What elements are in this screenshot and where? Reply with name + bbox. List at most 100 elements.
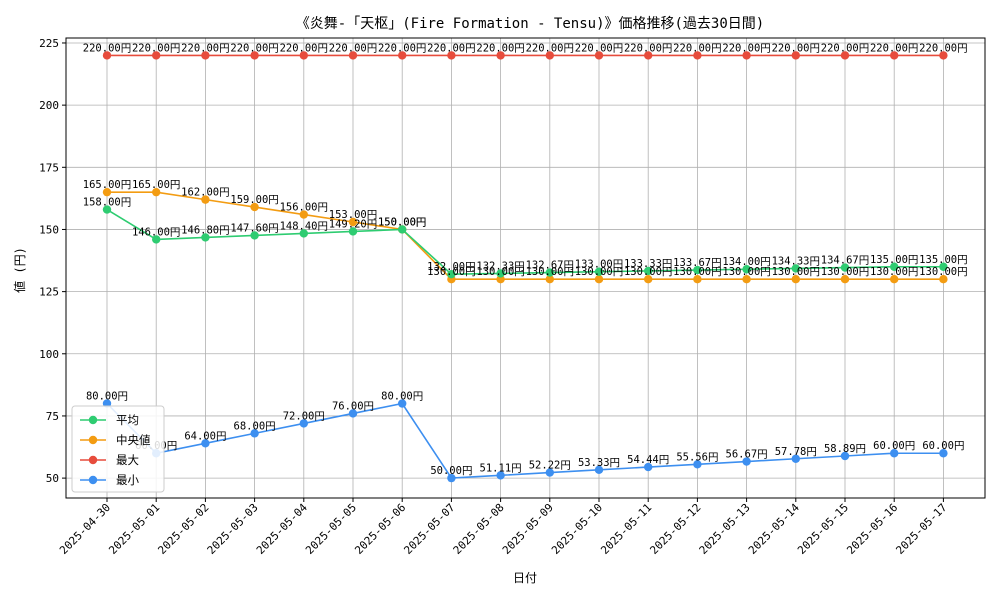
data-point [644, 266, 653, 276]
legend-swatch-marker [88, 475, 98, 485]
data-point [348, 409, 358, 418]
legend-swatch-marker [88, 455, 98, 465]
data-label: 56.67円 [726, 449, 768, 461]
data-label: 132.33円 [476, 260, 524, 272]
data-point [398, 51, 407, 60]
y-tick-label: 225 [39, 37, 59, 50]
data-label: 220.00円 [575, 42, 623, 54]
data-point [299, 229, 308, 238]
data-point [348, 217, 358, 227]
data-point [840, 451, 850, 461]
data-point [250, 429, 259, 438]
data-label: 130.00円 [919, 266, 967, 278]
data-point [840, 263, 850, 272]
data-label: 165.00円 [83, 179, 131, 191]
data-point [152, 235, 161, 244]
series [102, 51, 948, 483]
data-point [791, 51, 800, 60]
data-label: 52.22円 [529, 460, 571, 472]
y-axis-label: 値 (円) [12, 247, 27, 293]
data-label: 130.00円 [870, 266, 918, 278]
x-axis-label: 日付 [513, 571, 537, 585]
data-label: 220.00円 [378, 42, 426, 54]
data-label: 135.00円 [919, 254, 967, 266]
data-point [939, 449, 948, 458]
data-label: 60.00円 [922, 440, 964, 452]
data-point [398, 225, 407, 234]
data-point [152, 187, 161, 197]
data-label: 130.00円 [624, 266, 672, 278]
data-label: 220.00円 [624, 42, 672, 54]
data-label: 220.00円 [181, 42, 229, 54]
data-point [496, 471, 505, 480]
series-2 [102, 51, 948, 60]
data-label: 147.60円 [230, 222, 278, 234]
data-point [299, 419, 308, 428]
data-label: 146.80円 [181, 224, 229, 236]
data-label: 64.00円 [184, 430, 226, 442]
data-point [496, 51, 505, 60]
data-label: 135.00円 [870, 254, 918, 266]
data-label: 165.00円 [132, 179, 180, 191]
data-label: 51.11円 [480, 462, 522, 474]
data-point [890, 51, 899, 60]
data-label: 220.00円 [230, 42, 278, 54]
data-label: 220.00円 [821, 42, 869, 54]
data-point [299, 210, 308, 219]
data-label: 76.00円 [332, 400, 374, 412]
data-point [398, 399, 407, 408]
series-0 [102, 205, 948, 279]
legend-entry-label: 平均 [116, 413, 139, 427]
data-point [496, 274, 505, 284]
data-label: 220.00円 [132, 42, 180, 54]
data-point [939, 274, 948, 284]
data-point [250, 231, 259, 240]
data-label: 130.00円 [526, 266, 574, 278]
data-labels: 158.00円 146.00円 146.80円 147.60円 148.40円 149.2… [83, 42, 968, 477]
data-point [742, 51, 751, 60]
data-label: 130.00円 [427, 266, 475, 278]
data-label: 158.00円 [83, 197, 131, 209]
data-label: 55.56円 [676, 451, 718, 463]
data-label: 149.20円 [329, 218, 377, 230]
y-tick-label: 75 [46, 410, 59, 423]
legend-entry-label: 最小 [116, 473, 139, 487]
data-point [840, 51, 850, 60]
data-label: 132.67円 [526, 260, 574, 272]
series-line [107, 191, 944, 280]
data-point [102, 187, 112, 197]
data-label: 220.00円 [83, 42, 131, 54]
data-label: 54.44円 [627, 454, 669, 466]
legend-swatch-marker [88, 415, 98, 425]
data-label: 220.00円 [722, 42, 770, 54]
data-label: 130.00円 [673, 266, 721, 278]
data-point [545, 468, 554, 477]
data-label: 220.00円 [329, 42, 377, 54]
data-point [644, 51, 653, 60]
data-label: 130.00円 [476, 266, 524, 278]
data-point [545, 274, 554, 284]
data-label: 132.00円 [427, 261, 475, 273]
plot-frame [65, 37, 986, 499]
data-label: 150.00円 [378, 216, 426, 228]
data-label: 133.67円 [673, 257, 721, 269]
data-point [791, 264, 800, 273]
data-label: 130.00円 [821, 266, 869, 278]
data-point [201, 51, 210, 60]
data-point [594, 274, 604, 284]
legend-swatch-marker [88, 435, 98, 445]
data-label: 130.00円 [575, 266, 623, 278]
data-point [102, 51, 112, 60]
data-point [890, 274, 899, 284]
data-label: 134.00円 [722, 256, 770, 268]
data-label: 148.40円 [280, 220, 328, 232]
data-point [447, 473, 456, 483]
data-point [299, 51, 308, 60]
data-point [890, 449, 899, 458]
data-point [201, 233, 210, 242]
data-point [594, 51, 604, 60]
data-point [496, 269, 505, 278]
